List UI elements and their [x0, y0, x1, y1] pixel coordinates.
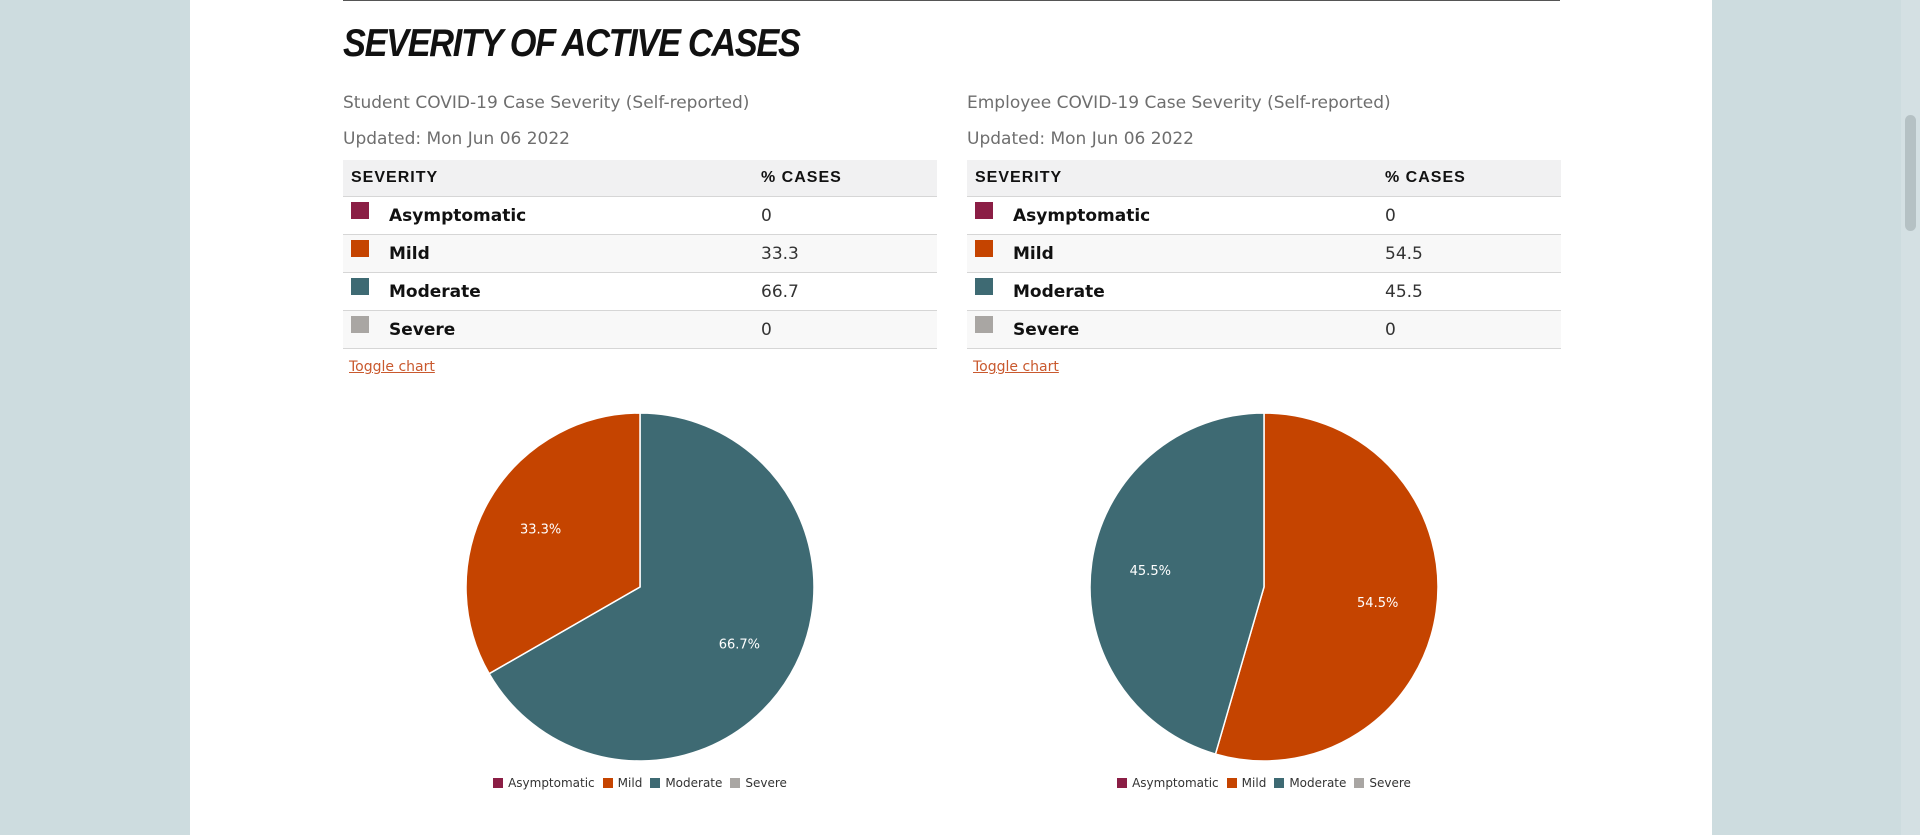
employee-updated-date: Updated: Mon Jun 06 2022 [967, 129, 1195, 149]
table-header-row: SEVERITY % CASES [343, 160, 937, 197]
student-severity-table: SEVERITY % CASES Asymptomatic 0 Mild 33.… [343, 160, 937, 349]
cases-column-header: % CASES [761, 160, 937, 197]
severity-label: Moderate [389, 281, 481, 302]
severity-column-header: SEVERITY [967, 160, 1385, 197]
legend-item-severe[interactable]: Severe [730, 776, 787, 790]
top-divider [343, 0, 1560, 1]
severity-label: Moderate [1013, 281, 1105, 302]
table-row: Severe 0 [343, 310, 937, 349]
severity-cell: Mild [343, 234, 761, 273]
percent-cell: 0 [761, 310, 937, 349]
legend-swatch [1117, 778, 1128, 788]
data-label-mild: 33.3% [520, 522, 561, 537]
student-panel: Student COVID-19 Case Severity (Self-rep… [343, 88, 937, 375]
table-row: Moderate 45.5 [967, 272, 1561, 311]
percent-cell: 0 [1385, 310, 1561, 349]
moderate-swatch [351, 278, 369, 295]
percent-cell: 54.5 [1385, 234, 1561, 273]
pie-slice-moderate[interactable] [1089, 412, 1265, 756]
percent-cell: 45.5 [1385, 272, 1561, 311]
data-label-moderate: 66.7% [719, 638, 760, 653]
scrollbar-thumb[interactable] [1905, 115, 1916, 231]
student-chart-title: Student COVID-19 Case Severity (Self-rep… [343, 93, 750, 113]
legend-label: Mild [617, 776, 643, 790]
data-label-mild: 54.5% [1357, 596, 1398, 611]
percent-cell: 66.7 [761, 272, 937, 311]
table-row: Asymptomatic 0 [343, 196, 937, 235]
table-row: Mild 54.5 [967, 234, 1561, 273]
severe-swatch [351, 316, 369, 333]
cases-column-header: % CASES [1385, 160, 1561, 197]
legend-label: Severe [1369, 776, 1411, 790]
employee-chart-title: Employee COVID-19 Case Severity (Self-re… [967, 93, 1391, 113]
table-header-row: SEVERITY % CASES [967, 160, 1561, 197]
student-toggle-chart-link[interactable]: Toggle chart [349, 359, 435, 375]
legend-label: Mild [1241, 776, 1267, 790]
legend-label: Moderate [665, 776, 723, 790]
employee-panel: Employee COVID-19 Case Severity (Self-re… [967, 88, 1561, 375]
severity-label: Mild [389, 243, 430, 264]
section-heading: SEVERITY OF ACTIVE CASES [343, 22, 801, 65]
legend-label: Moderate [1289, 776, 1347, 790]
legend-item-asymptomatic[interactable]: Asymptomatic [493, 776, 595, 790]
scrollbar[interactable] [1901, 0, 1920, 835]
percent-cell: 0 [761, 196, 937, 235]
percent-cell: 0 [1385, 196, 1561, 235]
pie-slice-mild[interactable] [1214, 412, 1439, 762]
severity-cell: Mild [967, 234, 1385, 273]
employee-pie-svg: 54.5% 45.5% [1089, 412, 1439, 762]
student-chart-legend: Asymptomatic Mild Moderate Severe [343, 776, 937, 790]
table-row: Moderate 66.7 [343, 272, 937, 311]
severity-label: Asymptomatic [1013, 205, 1151, 226]
pie-slice-moderate[interactable] [488, 412, 815, 762]
severity-label: Severe [389, 319, 456, 340]
legend-label: Asymptomatic [1132, 776, 1219, 790]
employee-severity-table: SEVERITY % CASES Asymptomatic 0 Mild 54.… [967, 160, 1561, 349]
employee-chart-legend: Asymptomatic Mild Moderate Severe [967, 776, 1561, 790]
legend-item-severe[interactable]: Severe [1354, 776, 1411, 790]
legend-swatch [1226, 778, 1237, 788]
mild-swatch [975, 240, 993, 257]
table-row: Mild 33.3 [343, 234, 937, 273]
pie-slice-mild[interactable] [465, 412, 641, 675]
severity-label: Severe [1013, 319, 1080, 340]
legend-swatch [493, 778, 504, 788]
legend-swatch [1274, 778, 1285, 788]
mild-swatch [351, 240, 369, 257]
moderate-swatch [975, 278, 993, 295]
student-pie-chart: 66.7% 33.3% Asymptomatic Mild Moderate Sever… [343, 400, 937, 800]
legend-item-asymptomatic[interactable]: Asymptomatic [1117, 776, 1219, 790]
table-row: Asymptomatic 0 [967, 196, 1561, 235]
legend-item-mild[interactable]: Mild [602, 776, 643, 790]
employee-toggle-chart-link[interactable]: Toggle chart [973, 359, 1059, 375]
severity-cell: Moderate [967, 272, 1385, 311]
legend-swatch [602, 778, 613, 788]
severity-cell: Severe [967, 310, 1385, 349]
severe-swatch [975, 316, 993, 333]
severity-cell: Asymptomatic [967, 196, 1385, 235]
legend-swatch [1354, 778, 1365, 788]
legend-item-moderate[interactable]: Moderate [1274, 776, 1346, 790]
percent-cell: 33.3 [761, 234, 937, 273]
student-pie-svg: 66.7% 33.3% [465, 412, 815, 762]
student-updated-date: Updated: Mon Jun 06 2022 [343, 129, 571, 149]
asymptomatic-swatch [975, 202, 993, 219]
page-content [190, 0, 1712, 835]
legend-swatch [650, 778, 661, 788]
data-label-moderate: 45.5% [1130, 564, 1171, 579]
severity-cell: Asymptomatic [343, 196, 761, 235]
severity-cell: Moderate [343, 272, 761, 311]
table-row: Severe 0 [967, 310, 1561, 349]
severity-label: Asymptomatic [389, 205, 527, 226]
legend-label: Severe [745, 776, 787, 790]
legend-label: Asymptomatic [508, 776, 595, 790]
severity-label: Mild [1013, 243, 1054, 264]
employee-pie-chart: 54.5% 45.5% Asymptomatic Mild Moderate Sever… [967, 400, 1561, 800]
legend-item-moderate[interactable]: Moderate [650, 776, 722, 790]
severity-column-header: SEVERITY [343, 160, 761, 197]
legend-swatch [730, 778, 741, 788]
asymptomatic-swatch [351, 202, 369, 219]
severity-cell: Severe [343, 310, 761, 349]
legend-item-mild[interactable]: Mild [1226, 776, 1267, 790]
